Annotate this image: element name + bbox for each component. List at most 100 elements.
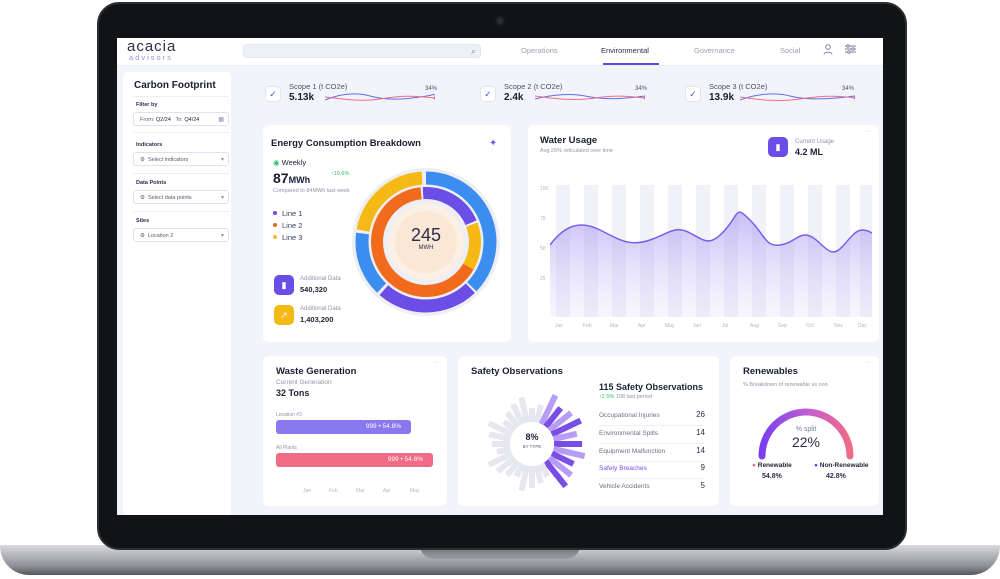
radial-segment	[504, 459, 521, 478]
legend-dot	[273, 211, 277, 215]
radial-segment	[538, 462, 551, 478]
filter-by-label: Filter by	[136, 102, 158, 108]
donut-center-unit: MWH	[418, 245, 434, 251]
trend-chart-icon: ↗	[274, 305, 294, 325]
sites-select[interactable]: ⚙ Location 2 ▾	[133, 228, 229, 242]
more-icon[interactable]: ···	[433, 359, 440, 366]
x-tick: Jun	[693, 323, 702, 329]
radial-segment	[510, 403, 526, 426]
safety-radial-chart	[487, 394, 586, 492]
from-label: From:	[140, 117, 155, 123]
nonrenewable-legend: ● Non-Renewable	[814, 462, 869, 469]
scope-label: Scope 1 (t CO2e)	[289, 82, 348, 91]
card-title: Waste Generation	[276, 366, 357, 377]
more-icon[interactable]: ···	[864, 128, 871, 135]
radial-segment	[487, 420, 514, 438]
energy-value: 87MWh	[273, 170, 310, 186]
settings-sliders-icon[interactable]	[845, 44, 856, 57]
radial-center-label: BY TYPE	[522, 444, 542, 449]
safety-count-title: 115 Safety Observations	[599, 382, 704, 392]
chevron-down-icon: ▾	[220, 195, 224, 201]
period-text: Weekly	[281, 158, 307, 167]
radial-segment	[550, 417, 582, 438]
scope-value: 5.13k	[289, 92, 315, 103]
energy-unit: MWh	[288, 175, 311, 185]
x-tick: Apr	[638, 323, 646, 329]
radial-segment	[538, 394, 559, 426]
list-item[interactable]: Equipment Malfunction 14	[599, 446, 705, 462]
tab-governance[interactable]: Governance	[694, 46, 735, 55]
sites-label: Sites	[136, 218, 150, 224]
sparkle-icon[interactable]: ✦	[489, 138, 498, 149]
x-tick: Jan	[555, 323, 564, 329]
list-item[interactable]: Environmental Spills 14	[599, 428, 705, 444]
scope-sparkline	[535, 94, 645, 100]
x-tick: Apr	[383, 488, 391, 494]
renewables-gauge	[758, 408, 854, 460]
bar-chart-icon: ▮	[768, 137, 788, 157]
compare-text: Compared to 84MWh last week	[273, 188, 350, 194]
search-input[interactable]: ⌕	[243, 44, 481, 58]
gear-icon: ⚙	[140, 195, 145, 201]
x-tick: May	[410, 488, 420, 494]
scope-label: Scope 2 (t CO2e)	[504, 82, 563, 91]
y-tick: 100	[540, 186, 549, 192]
scope-3-kpi[interactable]: ✓ Scope 3 (t CO2e) 13.9k 34%	[685, 82, 860, 108]
period-label: ◉ Weekly	[273, 158, 307, 167]
current-generation-label: Current Generation	[276, 379, 332, 386]
check-circle-icon: ✓	[480, 86, 496, 102]
waste-bar-location[interactable]: 999 • 54.8%	[276, 420, 411, 434]
water-area-chart	[550, 185, 872, 317]
calendar-icon[interactable]: ▦	[218, 117, 224, 123]
gear-icon: ⚙	[140, 157, 145, 163]
to-label: To:	[175, 117, 183, 123]
date-range-field[interactable]: From: Q2/24 To: Q4/24 ▦	[133, 112, 229, 126]
tab-social[interactable]: Social	[780, 46, 801, 55]
radial-segment	[487, 450, 514, 468]
card-title: Energy Consumption Breakdown	[271, 138, 421, 149]
scope-pct: 34%	[635, 86, 648, 92]
list-item[interactable]: Vehicle Accidents 5	[599, 481, 705, 497]
safety-card: Safety Observations 8% BY TYPE 115 Safet…	[458, 356, 719, 506]
dashboard-screen: acacia advisors ⌕ Operations Environment…	[117, 38, 883, 515]
change-badge: ↑2.5%	[599, 394, 615, 400]
list-item[interactable]: Occupational Injuries 26	[599, 410, 705, 426]
x-tick: Feb	[329, 488, 338, 494]
radial-segment	[552, 445, 586, 459]
list-item-selected[interactable]: Safety Breaches 9	[599, 463, 705, 479]
scope-1-kpi[interactable]: ✓ Scope 1 (t CO2e) 5.13k 34%	[265, 82, 440, 108]
donut-center-value: 245	[410, 225, 442, 245]
sites-value: Location 2	[147, 233, 174, 239]
legend-label: Line 2	[282, 221, 303, 230]
x-axis-months: Jan Feb Mar Apr May Jun Jul Aug Sep Oct …	[550, 323, 872, 331]
row-label: Safety Breaches	[599, 465, 647, 472]
row-label: Environmental Spills	[599, 430, 658, 437]
more-icon[interactable]: ···	[865, 359, 872, 366]
legend-dot	[273, 235, 277, 239]
scope-2-kpi[interactable]: ✓ Scope 2 (t CO2e) 2.4k 34%	[480, 82, 655, 108]
datapoints-label: Data Points	[136, 180, 167, 186]
datapoints-select[interactable]: ⚙ Select data points ▾	[133, 190, 229, 204]
radial-segment	[518, 464, 531, 492]
waste-bar-all-plants[interactable]: 999 • 54.8%	[276, 453, 433, 467]
split-value: 22%	[791, 434, 821, 450]
legend-label: Line 3	[282, 233, 303, 242]
change-note: 108 last period	[615, 394, 652, 400]
energy-card: Energy Consumption Breakdown ✦ ◉ Weekly …	[263, 125, 511, 342]
x-tick: Oct	[806, 323, 814, 329]
row-value: 14	[696, 428, 705, 437]
user-icon[interactable]	[823, 44, 833, 58]
scope-pct: 34%	[425, 86, 438, 92]
bar-chart-icon: ▮	[274, 275, 294, 295]
current-usage-label: Current Usage	[795, 139, 835, 145]
bar-label: Location #3	[276, 412, 302, 418]
indicators-placeholder: Select indicators	[147, 157, 189, 163]
legend-label: Renewable	[757, 462, 792, 469]
tab-environmental[interactable]: Environmental	[601, 46, 649, 55]
tab-operations[interactable]: Operations	[521, 46, 558, 55]
x-tick: May	[665, 323, 675, 329]
nonrenewable-value: 42.8%	[826, 473, 846, 480]
change-badge: ↑19.6%	[331, 171, 350, 177]
brand-logo[interactable]: acacia advisors	[127, 39, 176, 62]
indicators-select[interactable]: ⚙ Select indicators ▾	[133, 152, 229, 166]
